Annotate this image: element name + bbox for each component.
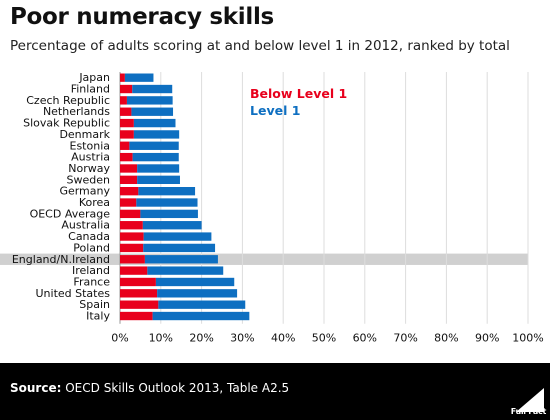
full-fact-logo-icon [516, 388, 544, 412]
bar-level-1 [157, 289, 238, 298]
source-note: Source: OECD Skills Outlook 2013, Table … [10, 381, 289, 395]
bar-level-1 [132, 84, 173, 94]
bar-below-level-1 [120, 118, 134, 128]
highlight-band [0, 253, 528, 265]
legend-entry: Below Level 1 [250, 86, 347, 101]
bar-level-1 [155, 277, 235, 287]
bar-chart: 0% 10% 20% 30% 40% 50% 60% 70% 80% 90% 100% JapanFi… [0, 71, 544, 345]
bar-below-level-1 [120, 187, 139, 196]
legend-entry: Level 1 [250, 103, 300, 118]
category-label: Austria [71, 151, 110, 164]
category-label: Poland [73, 241, 110, 254]
bar-level-1 [137, 175, 180, 184]
x-tick-label: 40% [271, 332, 295, 345]
category-label: Ireland [72, 264, 110, 277]
category-label: France [73, 275, 110, 288]
bar-below-level-1 [120, 243, 144, 253]
x-tick-label: 90% [475, 332, 499, 345]
bar-below-level-1 [120, 96, 127, 105]
x-tick-label: 20% [189, 332, 213, 345]
bar-level-1 [144, 255, 218, 264]
bar-below-level-1 [120, 175, 138, 184]
chart-subtitle: Percentage of adults scoring at and belo… [10, 38, 510, 54]
bar-below-level-1 [120, 130, 134, 139]
category-label: Australia [61, 219, 110, 232]
bar-level-1 [133, 118, 176, 128]
bar-below-level-1 [120, 107, 132, 116]
bar-level-1 [129, 141, 179, 150]
category-label: United States [36, 287, 111, 300]
bar-level-1 [143, 243, 216, 253]
x-tick-label: 100% [512, 332, 543, 345]
logo-text: Full Fact [510, 407, 547, 416]
category-label: Italy [86, 310, 110, 323]
category-label: Slovak Republic [23, 117, 110, 130]
category-label: Germany [59, 185, 110, 198]
category-label: Norway [68, 162, 110, 175]
bar-level-1 [142, 221, 202, 230]
bar-level-1 [152, 311, 250, 321]
category-label: Canada [68, 230, 110, 243]
bar-level-1 [137, 164, 180, 173]
category-label: Sweden [67, 173, 110, 186]
category-label: Japan [78, 71, 110, 84]
bar-below-level-1 [120, 164, 138, 173]
category-label: Estonia [70, 139, 111, 152]
x-tick-label: 60% [353, 332, 377, 345]
bar-below-level-1 [120, 232, 144, 241]
bar-level-1 [124, 73, 154, 82]
x-tick-label: 0% [111, 332, 128, 345]
bar-level-1 [140, 209, 198, 219]
bar-below-level-1 [120, 221, 143, 230]
bar-level-1 [136, 198, 198, 207]
bar-below-level-1 [120, 141, 130, 150]
bar-below-level-1 [120, 300, 159, 309]
category-label: Spain [79, 298, 110, 311]
category-label: Denmark [59, 128, 110, 141]
x-tick-label: 30% [230, 332, 254, 345]
category-label: Netherlands [43, 105, 110, 118]
bar-below-level-1 [120, 73, 125, 82]
bar-level-1 [126, 96, 173, 105]
bar-level-1 [131, 107, 174, 116]
bar-below-level-1 [120, 311, 153, 321]
x-tick-label: 80% [434, 332, 458, 345]
bar-below-level-1 [120, 255, 145, 264]
source-text: OECD Skills Outlook 2013, Table A2.5 [65, 381, 290, 395]
bar-below-level-1 [120, 209, 141, 219]
category-label: Czech Republic [26, 94, 110, 107]
x-tick-label: 50% [312, 332, 336, 345]
category-label: Korea [79, 196, 110, 209]
bar-level-1 [143, 232, 212, 241]
source-label: Source: [10, 381, 62, 395]
bar-below-level-1 [120, 266, 148, 275]
bar-level-1 [147, 266, 224, 275]
category-label: OECD Average [30, 207, 111, 220]
bar-below-level-1 [120, 84, 133, 94]
bar-level-1 [132, 152, 179, 162]
bar-below-level-1 [120, 277, 156, 287]
bar-below-level-1 [120, 289, 158, 298]
category-label: Finland [71, 83, 110, 96]
bar-level-1 [138, 187, 196, 196]
bar-level-1 [133, 130, 180, 139]
bar-below-level-1 [120, 152, 133, 162]
chart-title: Poor numeracy skills [10, 4, 274, 30]
x-tick-label: 10% [149, 332, 173, 345]
footer-bar: Source: OECD Skills Outlook 2013, Table … [0, 363, 550, 420]
bar-below-level-1 [120, 198, 137, 207]
category-label: England/N.Ireland [12, 253, 110, 266]
bar-level-1 [158, 300, 246, 309]
x-tick-label: 70% [393, 332, 417, 345]
